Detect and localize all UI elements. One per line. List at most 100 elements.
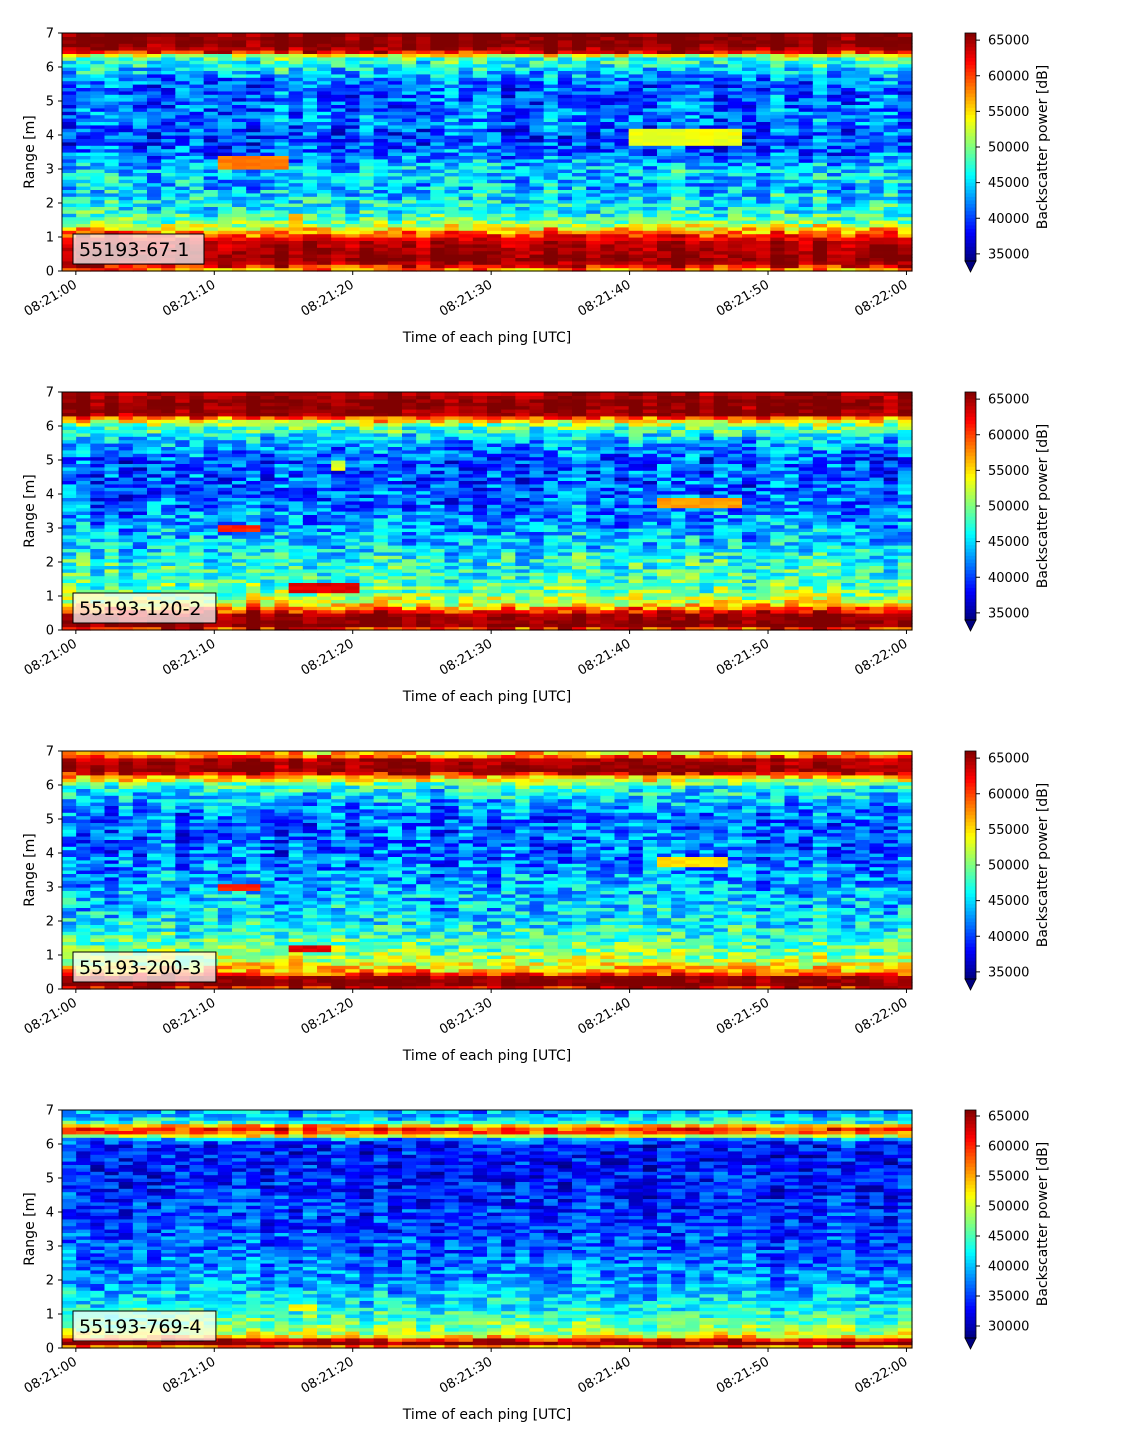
heatmap-cell — [302, 152, 318, 156]
heatmap-cell — [444, 158, 460, 163]
heatmap-cell — [543, 233, 559, 238]
heatmap-cell — [685, 158, 701, 163]
heatmap-cell — [62, 162, 77, 167]
heatmap-cell — [331, 63, 346, 68]
heatmap-cell — [203, 77, 219, 82]
heatmap-cell — [501, 226, 516, 231]
colorbar-segment — [965, 107, 976, 112]
heatmap-cell — [529, 155, 545, 160]
heatmap-cell — [331, 169, 346, 173]
heatmap-cell — [487, 114, 502, 119]
heatmap-cell — [76, 182, 91, 187]
heatmap-cell — [132, 203, 148, 207]
heatmap-cell — [76, 53, 91, 58]
heatmap-cell — [444, 87, 460, 92]
heatmap-cell — [642, 60, 658, 65]
heatmap-cell — [458, 206, 474, 211]
heatmap-cell — [359, 121, 375, 126]
heatmap-cell — [76, 402, 91, 407]
heatmap-cell — [586, 46, 601, 51]
heatmap-cell — [430, 199, 446, 204]
heatmap-cell — [260, 196, 276, 201]
heatmap-cell — [147, 220, 162, 224]
heatmap-cell — [373, 60, 389, 65]
heatmap-cell — [416, 90, 431, 95]
heatmap-cell — [557, 237, 573, 241]
heatmap-cell — [416, 77, 431, 82]
colorbar-segment — [965, 50, 976, 55]
heatmap-cell — [572, 36, 587, 41]
heatmap-cell — [614, 162, 630, 167]
heatmap-cell — [515, 131, 531, 136]
heatmap-cell — [600, 90, 616, 95]
heatmap-cell — [713, 243, 729, 248]
heatmap-cell — [387, 101, 403, 105]
heatmap-cell — [472, 226, 488, 231]
heatmap-cell — [203, 165, 219, 170]
heatmap-cell — [572, 250, 587, 255]
heatmap-cell — [274, 250, 290, 255]
heatmap-cell — [614, 101, 630, 105]
heatmap-cell — [274, 131, 290, 136]
heatmap-cell — [260, 223, 276, 228]
heatmap-cell — [444, 192, 460, 197]
heatmap-cell — [302, 145, 318, 150]
heatmap-cell — [274, 257, 290, 262]
heatmap-cell — [288, 226, 304, 231]
heatmap-cell — [586, 216, 601, 221]
heatmap-cell — [90, 264, 106, 269]
heatmap-cell — [841, 216, 856, 221]
heatmap-cell — [274, 141, 290, 146]
heatmap-cell — [232, 36, 247, 41]
heatmap-cell — [274, 179, 290, 184]
heatmap-cell — [642, 243, 658, 248]
heatmap-cell — [487, 138, 502, 143]
heatmap-cell — [487, 226, 502, 231]
heatmap-cell — [104, 60, 120, 65]
heatmap-cell — [472, 260, 488, 265]
heatmap-cell — [90, 470, 106, 475]
heatmap-cell — [543, 87, 559, 92]
heatmap-cell — [770, 182, 786, 187]
heatmap-cell — [331, 141, 346, 146]
heatmap-cell — [387, 84, 403, 88]
heatmap-cell — [302, 43, 318, 48]
heatmap-cell — [90, 199, 106, 204]
heatmap-cell — [189, 158, 205, 163]
heatmap-cell — [600, 216, 616, 221]
heatmap-cell — [90, 114, 106, 119]
heatmap-cell — [699, 148, 715, 153]
heatmap-cell — [118, 135, 134, 139]
heatmap-cell — [472, 101, 488, 105]
heatmap-cell — [869, 158, 885, 163]
heatmap-cell — [756, 209, 771, 214]
heatmap-cell — [600, 84, 616, 88]
heatmap-cell — [132, 230, 148, 235]
heatmap-cell — [458, 226, 474, 231]
heatmap-cell — [302, 230, 318, 235]
heatmap-cell — [430, 60, 446, 65]
heatmap-cell — [458, 247, 474, 252]
heatmap-cell — [147, 36, 162, 41]
heatmap-cell — [62, 97, 77, 102]
heatmap-cell — [600, 179, 616, 184]
heatmap-cell — [628, 101, 644, 105]
heatmap-cell — [557, 124, 573, 129]
heatmap-cell — [586, 56, 601, 61]
heatmap-cell — [784, 264, 800, 269]
heatmap-cell — [628, 148, 644, 153]
heatmap-cell — [132, 162, 148, 167]
heatmap-cell — [317, 175, 332, 180]
heatmap-cell — [855, 264, 871, 269]
heatmap-cell — [246, 121, 261, 126]
heatmap-cell — [104, 203, 120, 207]
heatmap-cell — [62, 230, 77, 235]
heatmap-cell — [600, 250, 616, 255]
heatmap-cell — [784, 233, 800, 238]
heatmap-cell — [203, 138, 219, 143]
heatmap-cell — [189, 148, 205, 153]
heatmap-cell — [90, 80, 106, 85]
heatmap-cell — [827, 33, 842, 37]
heatmap-cell — [657, 165, 672, 170]
heatmap-cell — [317, 97, 332, 102]
